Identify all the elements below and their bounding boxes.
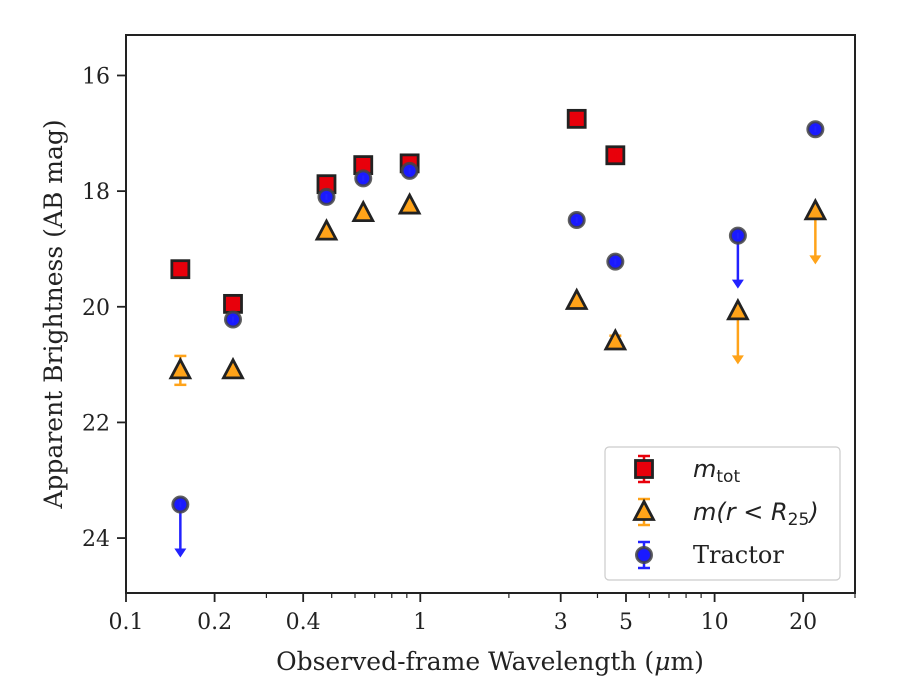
upper-limit-arrowhead xyxy=(174,548,187,558)
y-tick-label: 18 xyxy=(82,180,110,205)
legend-label: mtot xyxy=(693,455,740,487)
legend-marker xyxy=(635,546,653,564)
x-tick-label: 1 xyxy=(413,610,427,635)
x-tick-label: 3 xyxy=(554,610,568,635)
x-tick-label: 5 xyxy=(619,610,633,635)
legend: mtot m(r < R25) Tractor xyxy=(604,446,841,581)
x-tick-label: 0.1 xyxy=(109,610,144,635)
legend-label: Tractor xyxy=(693,541,784,569)
y-tick-label: 16 xyxy=(82,64,110,89)
x-axis-label-mu: μ xyxy=(654,647,670,676)
legend-box xyxy=(604,446,841,581)
upper-limit-arrowhead xyxy=(809,255,822,265)
plot-area xyxy=(125,34,856,594)
y-tick-label: 22 xyxy=(82,411,110,436)
x-axis: 0.1 0.2 0.4 1 3 5 10 20 xyxy=(109,593,856,635)
x-tick-label: 20 xyxy=(789,610,817,635)
legend-label: m(r < R25) xyxy=(693,498,819,530)
y-tick-label: 20 xyxy=(82,296,110,321)
x-axis-label-suffix: m) xyxy=(670,647,703,676)
x-axis-label-prefix: Observed-frame Wavelength ( xyxy=(276,647,654,676)
x-axis-label: Observed-frame Wavelength (μm) xyxy=(276,647,704,676)
legend-marker xyxy=(632,498,656,521)
series-1 xyxy=(168,192,828,387)
plot-frame xyxy=(125,34,856,594)
x-tick-label: 0.4 xyxy=(286,610,321,635)
series-2 xyxy=(171,120,825,558)
x-tick-label: 0.2 xyxy=(197,610,232,635)
series-0 xyxy=(170,108,626,314)
y-axis: 16 18 20 22 24 xyxy=(82,64,126,552)
y-axis-label: Apparent Brightness (AB mag) xyxy=(39,119,68,509)
x-tick-label: 10 xyxy=(701,610,729,635)
upper-limit-arrowhead xyxy=(731,355,744,365)
upper-limit-arrowhead xyxy=(731,279,744,289)
legend-marker xyxy=(634,459,654,479)
y-tick-label: 24 xyxy=(82,527,110,552)
